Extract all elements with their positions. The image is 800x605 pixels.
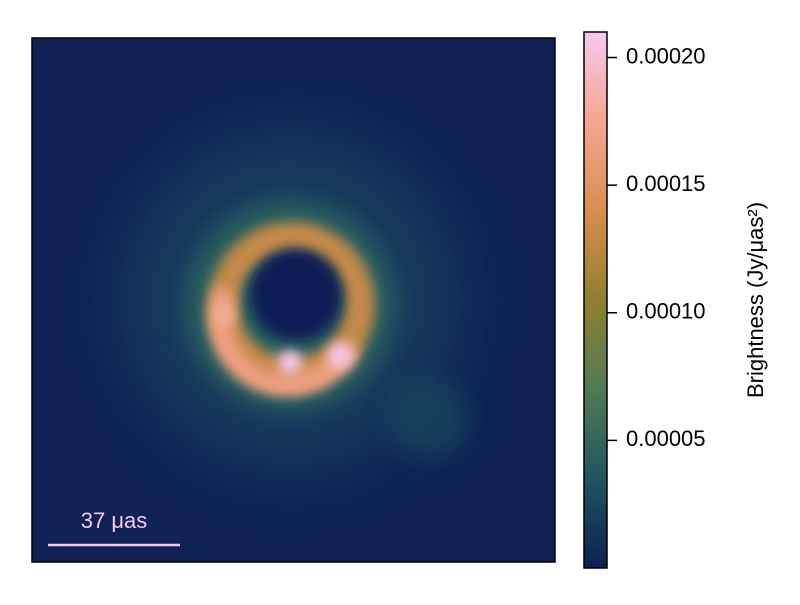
scale-bar-label: 37 μas — [81, 508, 148, 533]
colorbar-tick-label: 0.00005 — [626, 426, 706, 451]
colorbar-label: Brightness (Jy/μas²) — [743, 202, 768, 398]
image-frame — [31, 37, 556, 563]
colorbar-ticks: 0.00005 0.00010 0.00015 0.00020 — [607, 43, 706, 451]
image — [32, 38, 555, 562]
colorbar — [583, 31, 608, 569]
colorbar-tick-label: 0.00015 — [626, 171, 706, 196]
colorbar-tick-label: 0.00010 — [626, 299, 706, 324]
colorbar-tick-label: 0.00020 — [626, 43, 706, 68]
